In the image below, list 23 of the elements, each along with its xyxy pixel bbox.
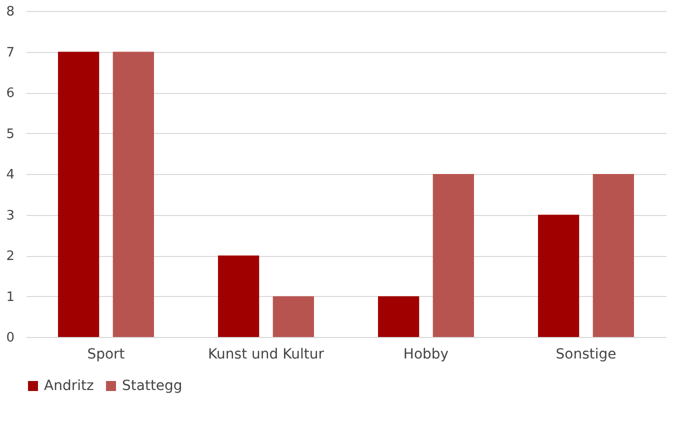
y-tick-label: 2 [6, 249, 14, 264]
y-tick-label: 7 [6, 45, 14, 60]
y-tick-label: 3 [6, 208, 14, 224]
bar [378, 296, 420, 337]
y-tick-label: 5 [6, 126, 14, 142]
y-tick-label: 1 [6, 290, 14, 305]
legend-label: Stattegg [122, 378, 182, 394]
bar [58, 52, 100, 337]
x-tick-label: Hobby [403, 346, 449, 362]
x-tick-label: Sport [87, 346, 126, 362]
bar [432, 174, 474, 337]
y-tick-label: 4 [6, 168, 14, 182]
bar [592, 174, 634, 337]
y-tick-label: 6 [6, 86, 14, 101]
bar [112, 52, 154, 337]
y-tick-label: 0 [6, 330, 14, 346]
bar [272, 296, 314, 337]
x-tick-label: Kunst und Kultur [208, 346, 324, 362]
legend-label: Andritz [44, 378, 94, 394]
x-tick-label: Sonstige [556, 346, 616, 362]
y-tick-label: 8 [6, 4, 14, 20]
bar [538, 214, 580, 337]
bar [218, 256, 260, 337]
